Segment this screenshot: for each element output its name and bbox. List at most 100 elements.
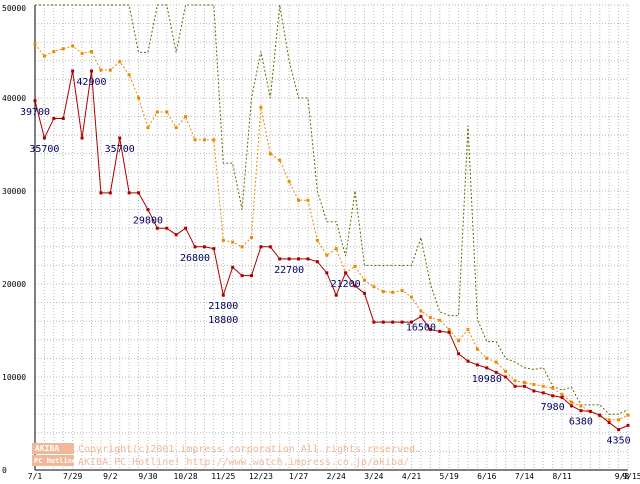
data-point-avg (231, 240, 235, 244)
data-point-avg (522, 381, 526, 385)
data-point-min (588, 409, 592, 413)
data-point-min (607, 421, 611, 425)
data-point-avg (42, 54, 46, 58)
data-point-avg (560, 393, 564, 397)
data-point-min (231, 265, 235, 269)
data-point-avg (570, 400, 574, 404)
data-point-min (108, 191, 112, 195)
data-point-avg (626, 413, 630, 417)
data-point-avg (466, 328, 470, 332)
y-tick-label: 0 (2, 466, 7, 475)
data-label: 21200 (331, 279, 361, 290)
series-line-min (34, 70, 629, 431)
data-point-avg (532, 382, 536, 386)
y-tick-label: 30000 (2, 187, 26, 196)
data-point-avg (297, 198, 301, 202)
data-label: 7980 (541, 402, 565, 413)
data-point-avg (89, 50, 93, 53)
data-point-avg (146, 126, 150, 130)
data-point-min (551, 394, 555, 398)
data-point-avg (541, 384, 545, 388)
watermark: AKIBA PC Hotline! Copyright(c)2001 impre… (32, 443, 421, 468)
data-label: 4350 (607, 436, 631, 447)
data-label: 21800 (208, 301, 238, 312)
data-point-min (118, 136, 122, 140)
logo-text-bottom: PC Hotline! (34, 457, 80, 465)
data-point-avg (372, 285, 376, 289)
data-point-avg (494, 360, 498, 364)
data-point-avg (438, 318, 442, 322)
data-point-avg (268, 152, 272, 156)
data-point-avg (306, 198, 310, 202)
data-point-avg (607, 418, 611, 422)
data-point-avg (240, 245, 244, 249)
data-point-min (174, 233, 178, 237)
data-label: 10980 (472, 374, 502, 385)
x-tick-label: 12/23 (249, 472, 273, 480)
data-point-avg (259, 105, 263, 109)
data-point-min (438, 329, 442, 333)
x-tick-label: 9/15 (622, 472, 640, 480)
logo-box-top (32, 443, 74, 454)
data-point-min (466, 359, 470, 363)
series-line-max (35, 4, 629, 415)
data-point-min (249, 274, 253, 278)
x-tick-label: 7/1 (28, 472, 43, 480)
data-label: 39700 (20, 107, 50, 118)
data-point-avg (551, 386, 555, 390)
x-tick-label: 2/24 (327, 472, 346, 480)
source-url-text: AKIBA PC Hotline! http://www.watch.impre… (78, 457, 409, 468)
data-point-avg (52, 50, 56, 53)
logo-box-bottom (32, 455, 74, 466)
data-point-min (52, 116, 56, 120)
data-point-avg (165, 110, 169, 114)
data-point-min (221, 293, 225, 297)
y-tick-label: 20000 (2, 280, 26, 289)
data-point-avg (447, 328, 451, 332)
data-point-avg (155, 110, 159, 114)
x-tick-label: 9/2 (103, 472, 118, 480)
data-point-min (400, 320, 404, 324)
data-point-avg (428, 315, 432, 319)
data-point-min (391, 320, 395, 324)
data-point-avg (108, 68, 112, 72)
data-point-avg (334, 247, 338, 251)
y-tick-label: 50000 (2, 4, 26, 13)
data-point-avg (315, 238, 319, 242)
data-point-avg (61, 47, 65, 51)
data-point-min (137, 191, 141, 195)
data-label: 16500 (406, 323, 436, 334)
data-label: 35700 (29, 144, 59, 155)
data-point-avg (118, 60, 122, 64)
data-point-min (306, 257, 310, 261)
data-point-min (334, 293, 338, 297)
data-point-avg (579, 404, 583, 408)
data-point-avg (419, 309, 423, 313)
x-tick-label: 8/11 (552, 472, 571, 480)
data-point-min (61, 116, 65, 120)
data-label: 22700 (274, 265, 304, 276)
data-point-avg (287, 180, 291, 184)
data-point-avg (202, 138, 206, 142)
data-point-min (494, 370, 498, 374)
data-label: 18800 (208, 315, 238, 326)
x-tick-label: 7/29 (63, 472, 82, 480)
data-point-avg (221, 238, 225, 242)
data-point-min (155, 226, 159, 230)
x-tick-label: 9/30 (138, 472, 157, 480)
data-point-avg (457, 339, 461, 343)
data-point-avg (475, 347, 479, 351)
data-point-min (428, 328, 432, 332)
data-point-min (42, 136, 46, 140)
data-point-avg (193, 138, 197, 142)
data-point-min (212, 247, 216, 251)
data-point-min (381, 320, 385, 324)
data-point-min (89, 69, 93, 73)
data-point-min (457, 352, 461, 356)
data-point-min (240, 274, 244, 278)
data-point-min (80, 136, 84, 140)
data-point-min (165, 226, 169, 230)
data-point-avg (127, 73, 131, 77)
